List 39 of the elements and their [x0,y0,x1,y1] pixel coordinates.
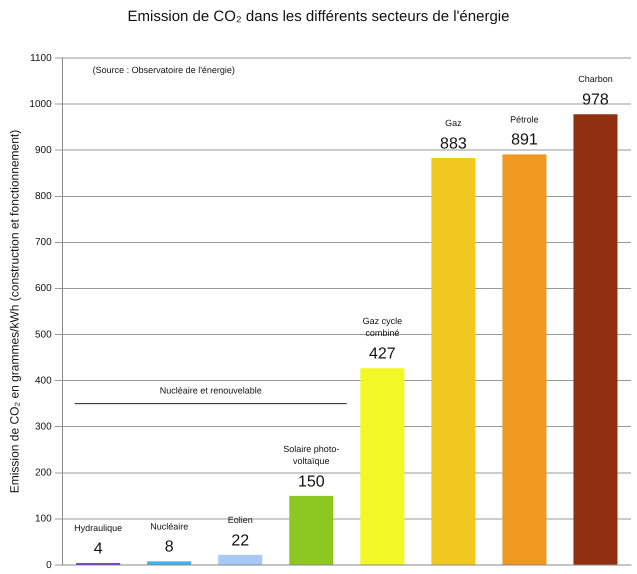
bar [147,561,192,564]
bar [573,114,618,564]
bar [502,154,546,564]
y-tick-label: 200 [34,468,52,479]
data-label: 891 [511,132,538,149]
chart-title: Emission de CO₂ dans les différents secteurs de l'énergie [126,8,510,25]
data-label: 4 [94,540,103,558]
data-label: 8 [164,538,174,556]
y-tick-label: 1000 [29,98,52,110]
annotation: (Source : Observatoire de l'énergie) [92,64,235,75]
data-label: 22 [231,532,250,550]
x-tick-label: Solaire photo-voltaïque [283,444,340,466]
y-tick-label: 800 [34,191,52,202]
x-tick-label: Gaz [445,118,462,128]
data-label: 978 [582,92,609,109]
bar [431,158,476,564]
ref-line-label: Nucléaire et renouvelable [160,386,262,396]
y-tick-label: 700 [34,237,52,248]
bar [289,496,334,564]
x-tick-label: Eolien [228,514,253,525]
y-tick-label: 400 [34,375,52,386]
data-label: 427 [368,346,396,363]
x-tick-label: Gaz cycle combiné [362,316,402,338]
x-tick-label: Hydraulique [74,523,122,534]
bar [218,554,262,564]
y-tick-label: 500 [34,329,52,340]
y-axis-title: Emission de CO₂ en grammes/kWh (construction et fonctionnement) [8,130,22,494]
data-label: 150 [298,473,325,490]
x-tick-label: Charbon [578,74,613,84]
data-label: 883 [440,135,467,152]
y-tick-label: 600 [34,283,52,294]
y-tick-label: 300 [34,421,52,432]
y-tick-label: 900 [34,144,52,156]
y-tick-label: 1100 [30,52,52,64]
y-tick-label: 100 [34,514,52,525]
y-tick-label: 0 [46,560,52,571]
x-tick-label: Pétrole [510,114,539,124]
x-tick-label: Nucléaire [150,521,188,532]
bar [360,368,404,564]
